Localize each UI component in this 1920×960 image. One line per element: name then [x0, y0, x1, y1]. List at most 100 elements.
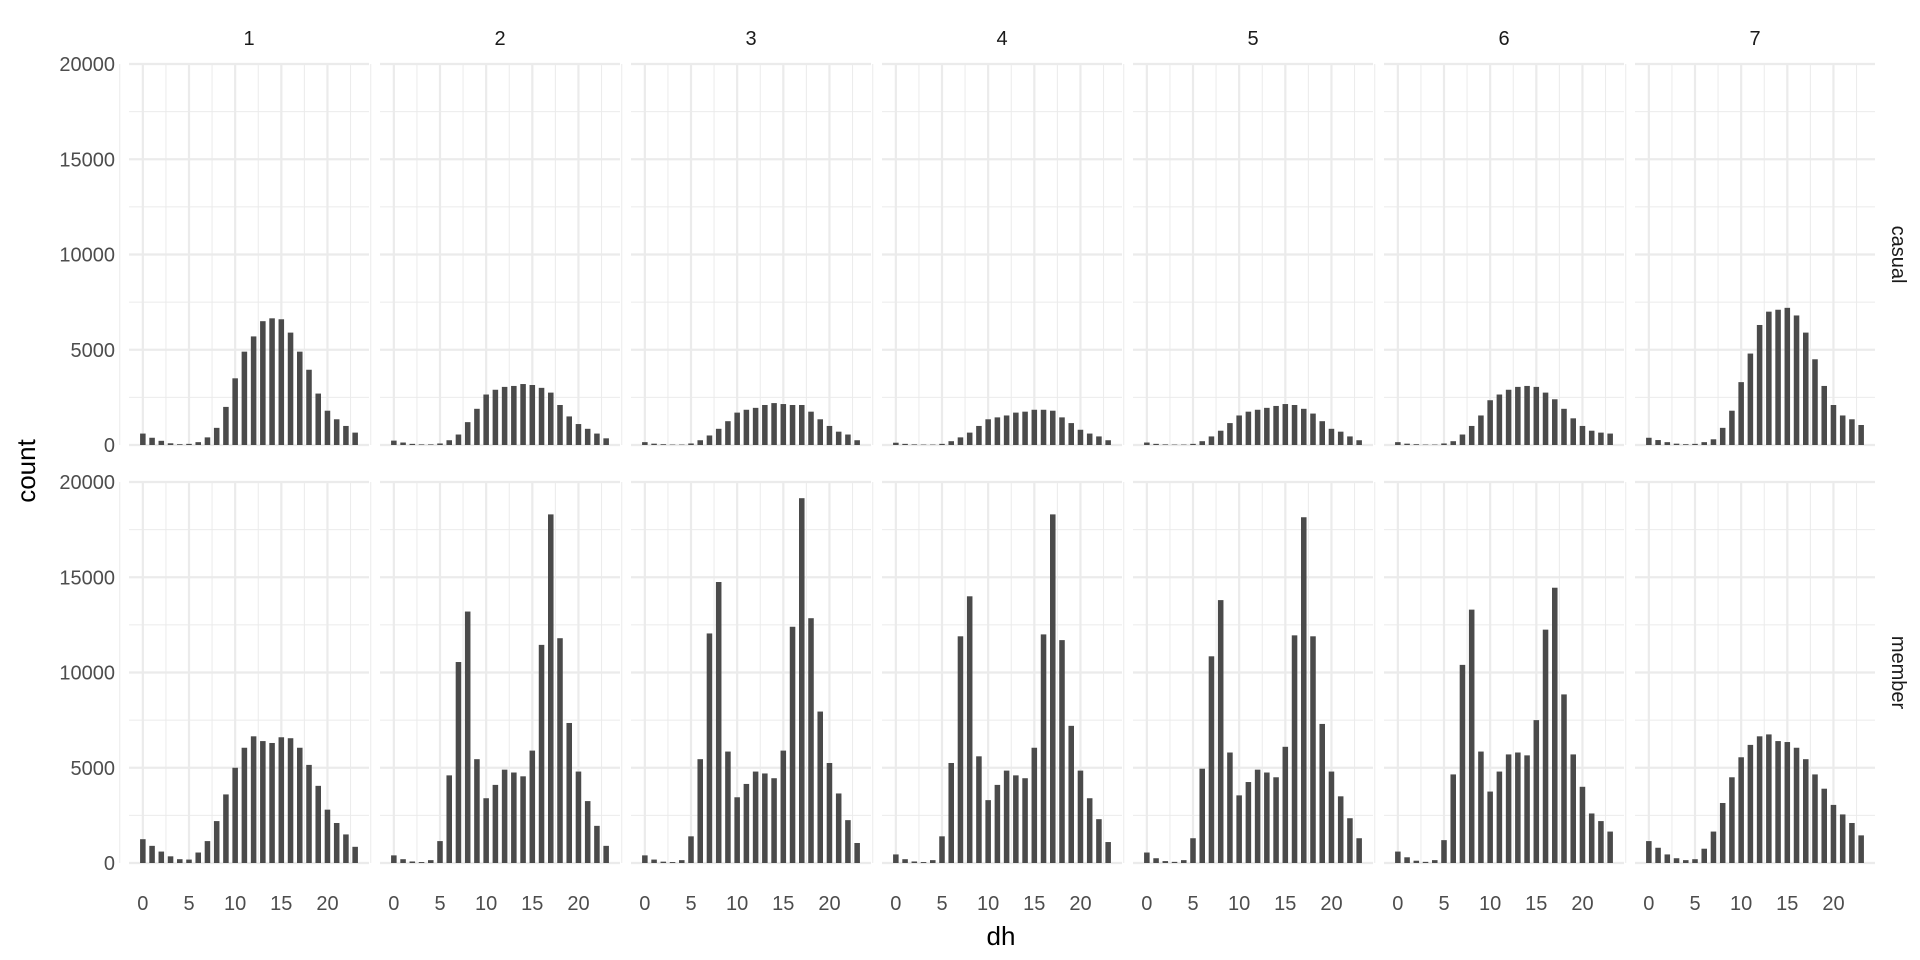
bar [186, 859, 192, 863]
bar [566, 416, 572, 445]
bar [400, 859, 406, 863]
bar [520, 384, 526, 445]
bar [1236, 795, 1242, 863]
x-tick-label: 0 [388, 893, 399, 915]
bar [223, 406, 229, 445]
bar [548, 514, 554, 863]
bar [660, 861, 667, 863]
x-tick-label: 0 [137, 893, 148, 915]
bar [1190, 443, 1196, 445]
bar [324, 809, 331, 863]
y-tick-label: 0 [104, 853, 115, 875]
x-tick-label: 15 [521, 893, 543, 915]
bar [1254, 409, 1261, 445]
bar [893, 854, 899, 863]
bar [1153, 443, 1159, 445]
bar [1404, 443, 1410, 445]
bar [1395, 851, 1401, 863]
bar [1022, 778, 1028, 863]
bar [1059, 640, 1065, 863]
bar [204, 841, 211, 863]
bar [557, 404, 563, 445]
x-tick-label: 5 [1689, 893, 1700, 915]
bar [808, 618, 814, 863]
bar [948, 762, 954, 863]
bar [734, 412, 740, 445]
bar [1849, 419, 1855, 445]
bar [994, 784, 1001, 863]
bar [1328, 428, 1335, 445]
bar [957, 636, 964, 863]
bar [584, 428, 591, 445]
grid-layer [119, 62, 1875, 865]
facet-column-label: 2 [494, 28, 505, 50]
x-tick-label: 0 [639, 893, 650, 915]
bar [287, 738, 294, 863]
bar [1096, 819, 1102, 863]
bar [437, 443, 443, 445]
x-tick-label: 10 [1479, 893, 1501, 915]
bar [1487, 791, 1493, 863]
bar [1692, 859, 1698, 863]
x-tick-label: 5 [1187, 893, 1198, 915]
bar [1570, 754, 1576, 863]
bar [1022, 411, 1028, 445]
x-tick-label: 20 [1571, 893, 1593, 915]
bar [1803, 332, 1809, 445]
bar [902, 859, 908, 863]
bar [464, 611, 471, 863]
bar [1784, 742, 1791, 863]
bar [1217, 430, 1224, 445]
bar [1040, 634, 1047, 863]
bar [1552, 587, 1558, 863]
bar [158, 440, 165, 445]
bar [985, 419, 991, 445]
x-tick-label: 5 [1438, 893, 1449, 915]
bar [1337, 796, 1344, 863]
bar [232, 767, 238, 863]
bar [492, 784, 499, 863]
bar [1217, 600, 1224, 863]
bar [1683, 444, 1689, 445]
bar [1738, 382, 1744, 445]
bar [538, 644, 545, 863]
bar [651, 443, 657, 445]
bar [976, 425, 982, 445]
bar [1812, 359, 1818, 445]
bar [1664, 442, 1671, 445]
bar [418, 444, 425, 445]
bar [715, 428, 722, 445]
facet-column-label: 4 [996, 28, 1007, 50]
bar [1729, 410, 1735, 445]
bar [1533, 720, 1540, 863]
bar [1105, 440, 1111, 445]
bar [1404, 857, 1410, 863]
bar [1105, 842, 1111, 863]
x-tick-label: 10 [475, 893, 497, 915]
bar [297, 747, 303, 863]
bar [1319, 421, 1325, 445]
labels-layer: 1 2 3 4 5 6 7casualmember050001000015000200000… [59, 28, 1909, 915]
x-tick-label: 10 [224, 893, 246, 915]
bar [1524, 755, 1530, 863]
bar [1356, 838, 1362, 863]
bar [688, 443, 694, 445]
bar [854, 842, 860, 863]
bar [930, 860, 936, 863]
bar [835, 793, 842, 863]
x-tick-label: 20 [567, 893, 589, 915]
x-tick-label: 5 [183, 893, 194, 915]
bar [948, 441, 954, 445]
bar [1356, 440, 1362, 445]
bar [511, 385, 517, 445]
bar [697, 759, 703, 863]
x-tick-label: 10 [977, 893, 999, 915]
bar [1496, 394, 1503, 445]
bar [603, 845, 609, 863]
bar [1013, 775, 1019, 863]
bar [799, 404, 805, 445]
bar [241, 351, 248, 445]
bar [1505, 754, 1512, 863]
bar [428, 860, 434, 863]
bar [1245, 782, 1252, 863]
